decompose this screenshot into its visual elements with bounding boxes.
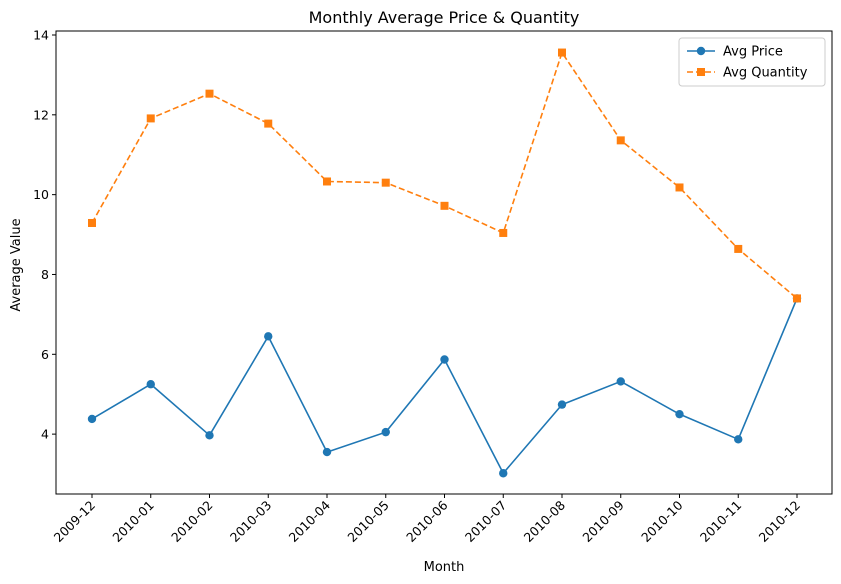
x-tick-label: 2010-07	[462, 498, 510, 546]
x-tick-label: 2010-12	[756, 498, 804, 546]
data-point-circle	[381, 427, 390, 437]
legend-marker-square	[697, 68, 705, 76]
y-tick-label: 14	[33, 27, 49, 42]
y-tick-label: 6	[41, 347, 49, 362]
data-point-square	[205, 89, 214, 98]
data-point-square	[793, 294, 801, 303]
x-tick-label: 2010-10	[638, 497, 686, 545]
data-point-square	[323, 177, 331, 186]
y-tick-label: 8	[41, 267, 49, 282]
data-point-circle	[146, 380, 155, 389]
data-point-circle	[499, 469, 508, 478]
data-point-square	[440, 201, 449, 210]
data-point-circle	[734, 435, 743, 444]
series-line-0	[91, 298, 798, 475]
y-axis-title: Average Value	[9, 218, 24, 311]
y-tick-label: 4	[41, 427, 49, 442]
data-point-square	[146, 114, 155, 123]
plot-frame	[55, 30, 833, 495]
y-tick-label: 12	[33, 107, 49, 122]
data-point-square	[616, 136, 625, 145]
x-tick-label: 2010-04	[286, 497, 334, 545]
data-point-circle	[557, 400, 567, 409]
data-point-square	[499, 228, 508, 237]
x-axis-title: Month	[424, 560, 465, 575]
data-point-circle	[264, 332, 273, 341]
data-point-circle	[440, 355, 449, 364]
data-point-square	[675, 183, 684, 192]
data-point-circle	[87, 414, 97, 424]
data-point-circle	[322, 447, 332, 457]
data-point-square	[88, 218, 96, 227]
x-tick-label: 2010-09	[579, 497, 627, 545]
x-tick-label: 2010-06	[403, 497, 451, 545]
legend-marker-circle	[696, 46, 706, 56]
data-point-circle	[616, 377, 625, 386]
legend-label: Avg Price	[723, 45, 783, 60]
data-point-square	[264, 119, 273, 128]
x-tick-label: 2010-08	[521, 497, 569, 545]
data-point-square	[734, 244, 743, 253]
data-point-circle	[205, 431, 214, 440]
legend: Avg Price Avg Quantity	[678, 37, 826, 87]
y-tick-label: 10	[33, 187, 49, 202]
x-tick-label: 2010-01	[109, 498, 157, 546]
x-tick-label: 2010-02	[168, 498, 216, 546]
data-point-square	[558, 48, 566, 57]
data-point-square	[381, 178, 390, 187]
x-tick-label: 2010-05	[344, 498, 392, 546]
x-tick-label: 2009-12	[51, 498, 99, 546]
x-tick-label: 2010-03	[227, 498, 275, 546]
legend-label: Avg Quantity	[723, 66, 808, 81]
x-tick-label: 2010-11	[697, 498, 745, 546]
chart-title: Monthly Average Price & Quantity	[309, 8, 580, 27]
series-line-1	[91, 51, 798, 300]
data-point-circle	[675, 409, 684, 419]
legend-box	[678, 37, 826, 87]
